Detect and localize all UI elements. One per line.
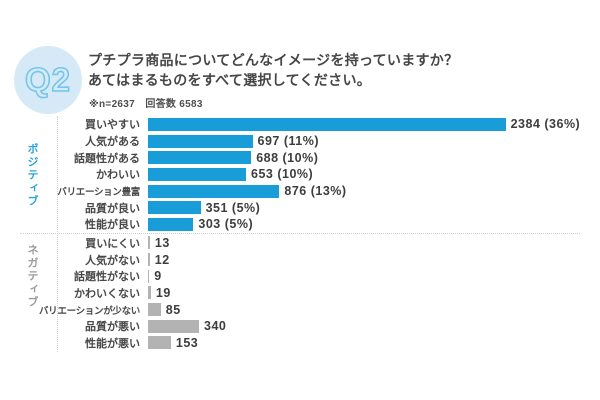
section-divider-vertical: [57, 116, 58, 352]
bar: [148, 303, 161, 317]
chart-row: かわいい 653 (10%): [0, 166, 600, 183]
bar: [148, 201, 201, 215]
bar: [148, 319, 199, 333]
value-label: 13: [154, 235, 170, 250]
category-label: 品質が良い: [85, 202, 140, 215]
sample-size-note: ※n=2637 回答数 6583: [89, 99, 203, 110]
value-label: 9: [154, 269, 162, 284]
bar: [148, 253, 150, 267]
chart-row: 品質が悪い 340: [0, 318, 600, 335]
bar: [148, 236, 150, 250]
value-label: 303 (5%): [198, 217, 254, 232]
category-label: 人気がない: [85, 254, 140, 267]
chart-row: 人気がある 697 (11%): [0, 133, 600, 150]
bar-chart: ポジティブ ネガティブ 買いやすい 2384 (36%) 人気がある 697 (…: [0, 116, 600, 366]
bar: [148, 286, 151, 300]
value-label: 12: [154, 252, 170, 267]
bar: [148, 336, 171, 350]
chart-row: 買いにくい 13: [0, 235, 600, 252]
category-label: 買いやすい: [85, 119, 140, 132]
chart-row: 人気がない 12: [0, 251, 600, 268]
question-title: プチプラ商品についてどんなイメージを持っていますか？ あてはまるものをすべて選択…: [88, 50, 458, 90]
category-label: 性能が良い: [85, 219, 140, 232]
value-label: 19: [155, 285, 171, 300]
section-label-negative: ネガティブ: [26, 244, 38, 309]
question-title-line1: プチプラ商品についてどんなイメージを持っていますか？: [88, 52, 459, 68]
chart-row: 話題性がある 688 (10%): [0, 149, 600, 166]
chart-row: 品質が良い 351 (5%): [0, 199, 600, 216]
question-title-line2: あてはまるものをすべて選択してください。: [88, 72, 372, 88]
bar: [148, 134, 253, 148]
bar: [148, 151, 252, 165]
category-label: 話題性がある: [74, 152, 140, 165]
bar: [148, 117, 506, 131]
positive-rows: 買いやすい 2384 (36%) 人気がある 697 (11%) 話題性がある …: [0, 116, 600, 233]
chart-row: バリエーションが少ない 85: [0, 301, 600, 318]
chart-row: 話題性がない 9: [0, 268, 600, 285]
chart-row: 性能が悪い 153: [0, 335, 600, 352]
value-label: 876 (13%): [284, 184, 347, 199]
question-number-text: Q2: [24, 60, 72, 99]
category-label: 話題性がない: [74, 271, 140, 284]
value-label: 85: [165, 302, 181, 317]
chart-row: 性能が良い 303 (5%): [0, 216, 600, 233]
value-label: 697 (11%): [257, 134, 319, 149]
category-label: バリエーション豊富: [57, 187, 140, 199]
value-label: 351 (5%): [205, 200, 261, 215]
category-label: かわいい: [96, 169, 140, 182]
bar: [148, 167, 246, 181]
chart-row: バリエーション豊富 876 (13%): [0, 183, 600, 200]
category-label: 人気がある: [85, 136, 140, 149]
value-label: 340: [204, 319, 227, 334]
negative-rows: 買いにくい 13 人気がない 12 話題性がない 9 かわいくない 19 バリエ…: [0, 235, 600, 352]
category-label: 買いにくい: [85, 237, 140, 250]
section-divider-horizontal: [20, 233, 580, 234]
category-label: 品質が悪い: [85, 321, 140, 334]
chart-row: かわいくない 19: [0, 285, 600, 302]
value-label: 688 (10%): [256, 150, 319, 165]
category-label: バリエーションが少ない: [38, 305, 140, 317]
bar: [148, 217, 194, 231]
question-number-badge: Q2: [14, 46, 82, 114]
chart-row: 買いやすい 2384 (36%): [0, 116, 600, 133]
section-label-positive: ポジティブ: [26, 143, 38, 208]
value-label: 2384 (36%): [510, 117, 581, 132]
bar: [148, 269, 150, 283]
category-label: 性能が悪い: [85, 337, 140, 350]
bar: [148, 184, 280, 198]
category-label: かわいくない: [74, 287, 140, 300]
value-label: 653 (10%): [251, 167, 314, 182]
value-label: 153: [175, 335, 199, 350]
